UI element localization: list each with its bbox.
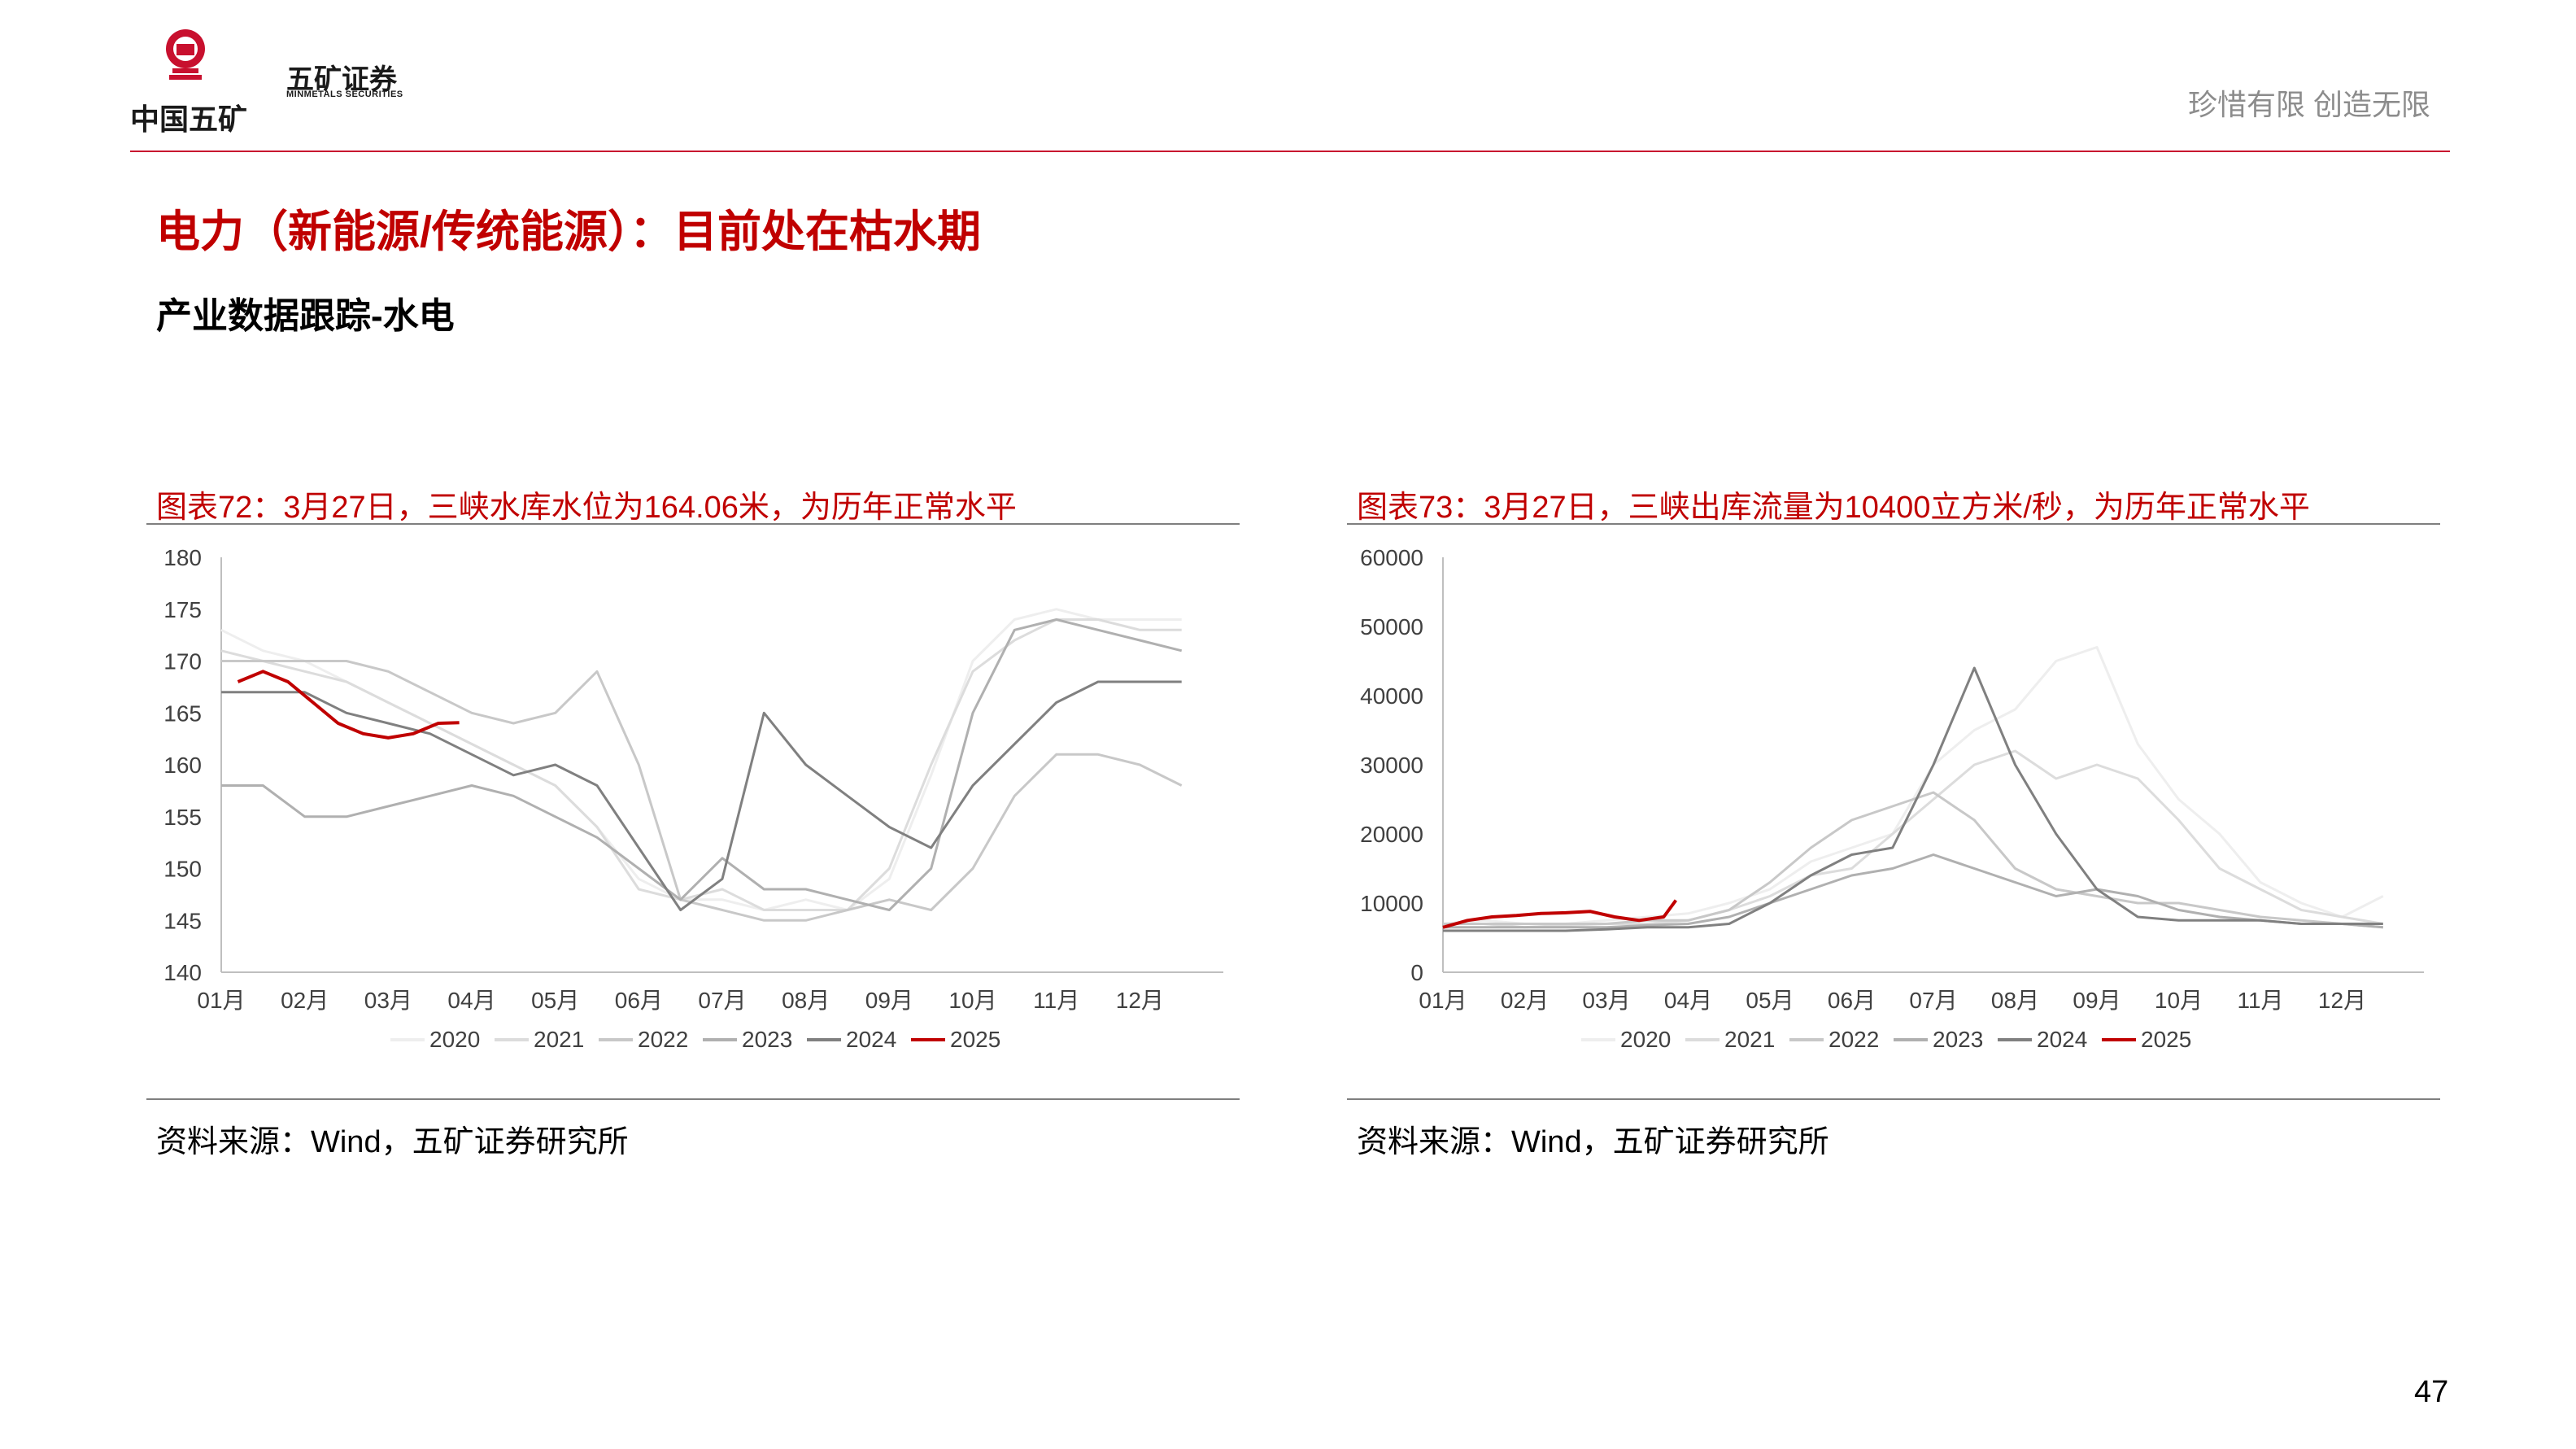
page-subtitle: 产业数据跟踪-水电	[156, 296, 455, 336]
x-tick-label: 04月	[1664, 988, 1712, 1013]
x-tick-label: 06月	[1828, 988, 1876, 1013]
legend-label: 2022	[638, 1027, 688, 1052]
water-level-chart: 140 145 150 155 160 165 170 175 180 01月 02月 03月 04月 0…	[163, 545, 1223, 1052]
y-tick-label: 20000	[1360, 822, 1423, 847]
logo-cn-text: 中国五矿	[130, 103, 248, 136]
series-line-2021	[220, 618, 1182, 911]
series-line-2022	[1443, 791, 2383, 929]
legend-label: 2025	[950, 1027, 1000, 1052]
x-tick-label: 03月	[364, 988, 412, 1013]
series-line-2020	[220, 608, 1182, 911]
x-tick-label: 07月	[1909, 988, 1957, 1013]
x-tick-label: 09月	[865, 988, 913, 1013]
chart-top-rule	[1347, 523, 2440, 525]
x-tick-label: 09月	[2073, 988, 2121, 1013]
legend-label: 2023	[742, 1027, 792, 1052]
y-tick-label: 0	[1410, 960, 1423, 985]
y-tick-label: 10000	[1360, 891, 1423, 916]
legend-label: 2024	[846, 1027, 896, 1052]
y-tick-label: 145	[163, 908, 202, 933]
y-tick-label: 155	[163, 805, 202, 830]
chart-source: 资料来源：Wind，五矿证券研究所	[156, 1125, 629, 1159]
legend-label: 2022	[1828, 1027, 1879, 1052]
y-tick-label: 175	[163, 597, 202, 622]
legend-label: 2020	[1620, 1027, 1671, 1052]
series-line-2021	[1443, 749, 2384, 929]
series-line-2022	[221, 660, 1183, 922]
brand-name: 五矿证券	[286, 64, 397, 95]
x-tick-label: 12月	[1116, 988, 1164, 1013]
brand-en: MINMETALS SECURITIES	[286, 89, 403, 99]
x-tick-label: 08月	[1991, 988, 2039, 1013]
chart-source: 资料来源：Wind，五矿证券研究所	[1357, 1125, 1829, 1159]
legend-label: 2023	[1933, 1027, 1983, 1052]
series-line-2020	[1442, 646, 2384, 925]
legend-label: 2025	[2141, 1027, 2191, 1052]
page-number: 47	[2414, 1375, 2449, 1409]
x-tick-label: 07月	[698, 988, 746, 1013]
series-line-2025	[237, 670, 460, 740]
series-line-2023	[221, 618, 1183, 911]
y-tick-label: 165	[163, 700, 202, 726]
outflow-chart: 0 10000 20000 30000 40000 50000 60000 01月 02月 03月…	[1360, 545, 2424, 1052]
chart-bottom-rule	[146, 1098, 1240, 1100]
series-line-2025	[1442, 899, 1678, 929]
chart-top-rule	[146, 523, 1240, 525]
legend-label: 2021	[534, 1027, 584, 1052]
legend-label: 2024	[2037, 1027, 2087, 1052]
x-tick-label: 10月	[2155, 988, 2203, 1013]
series-line-2023	[1443, 853, 2383, 929]
chart-caption: 图表73：3月27日，三峡出库流量为10400立方米/秒，为历年正常水平	[1357, 491, 2310, 525]
x-tick-label: 01月	[1419, 988, 1467, 1013]
header-divider	[130, 151, 2450, 152]
x-tick-label: 02月	[281, 988, 329, 1013]
company-logo	[163, 28, 208, 85]
chart-bottom-rule	[1347, 1098, 2440, 1100]
y-tick-label: 180	[163, 545, 202, 570]
x-tick-label: 01月	[197, 988, 245, 1013]
series-line-2024	[221, 680, 1182, 911]
legend-label: 2021	[1724, 1027, 1775, 1052]
x-tick-label: 02月	[1501, 988, 1549, 1013]
y-tick-label: 150	[163, 857, 202, 882]
x-tick-label: 11月	[1033, 988, 1079, 1013]
y-tick-label: 40000	[1360, 683, 1423, 709]
x-tick-label: 05月	[1746, 988, 1794, 1013]
x-tick-label: 08月	[782, 988, 830, 1013]
page-title: 电力（新能源/传统能源）：目前处在枯水期	[156, 207, 982, 256]
y-tick-label: 30000	[1360, 753, 1423, 778]
legend-label: 2020	[429, 1027, 480, 1052]
x-tick-label: 05月	[531, 988, 579, 1013]
x-tick-label: 12月	[2318, 988, 2366, 1013]
y-tick-label: 50000	[1360, 614, 1423, 639]
y-tick-label: 140	[163, 960, 202, 985]
series-line-2024	[1443, 666, 2383, 932]
y-tick-label: 160	[163, 753, 202, 778]
x-tick-label: 03月	[1582, 988, 1630, 1013]
x-tick-label: 04月	[447, 988, 495, 1013]
y-tick-label: 60000	[1360, 545, 1423, 570]
chart-caption: 图表72：3月27日，三峡水库水位为164.06米，为历年正常水平	[156, 491, 1017, 525]
company-emblem-icon	[166, 29, 205, 80]
slogan: 珍惜有限 创造无限	[2188, 88, 2431, 121]
y-tick-label: 170	[163, 649, 202, 674]
x-tick-label: 06月	[615, 988, 663, 1013]
x-tick-label: 10月	[948, 988, 996, 1013]
x-tick-label: 11月	[2237, 988, 2283, 1013]
